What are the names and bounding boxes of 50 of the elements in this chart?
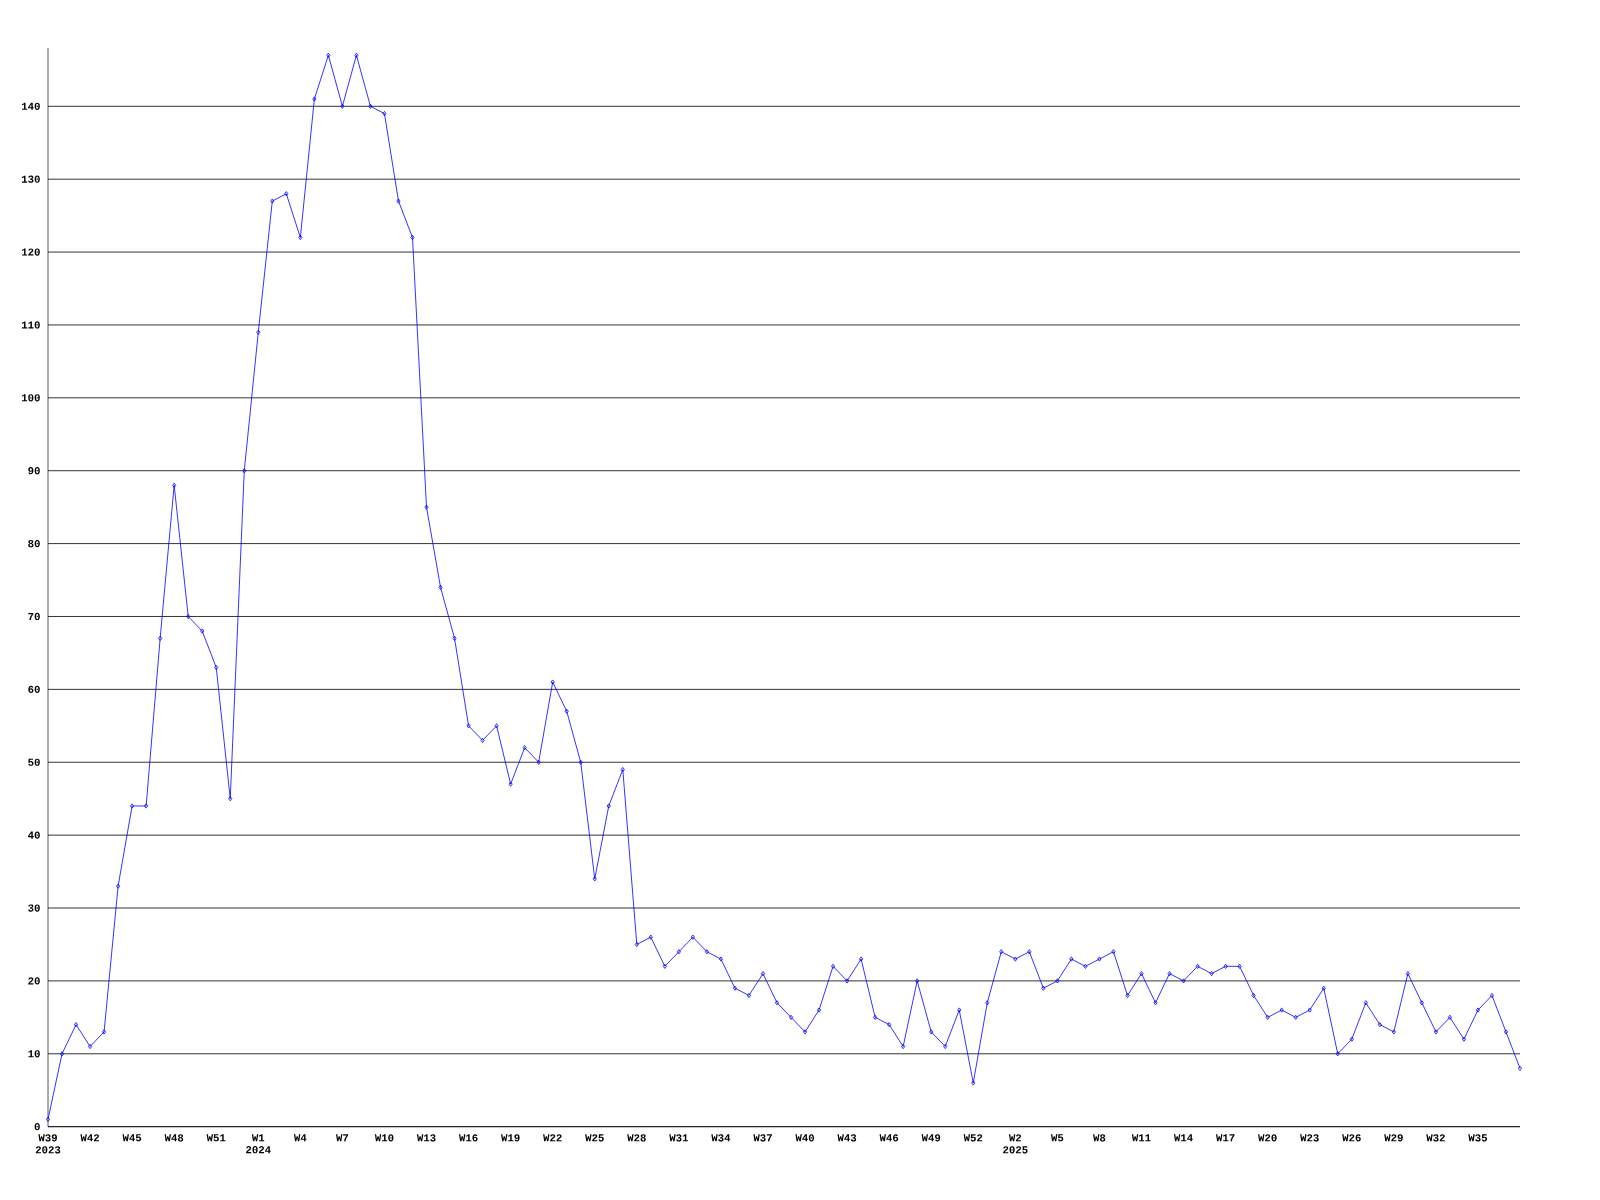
x-tick-label: W26 — [1342, 1134, 1361, 1142]
x-tick-label: W28 — [627, 1134, 646, 1142]
y-tick-label: 120 — [21, 248, 40, 256]
x-tick-label: W37 — [753, 1134, 772, 1142]
x-tick-label: W48 — [164, 1134, 184, 1142]
x-tick-label: W4 — [293, 1134, 307, 1142]
y-tick-label: 140 — [21, 102, 40, 110]
x-tick-label: W46 — [879, 1134, 899, 1142]
x-tick-label: W10 — [374, 1134, 394, 1142]
y-tick-label: 30 — [28, 904, 40, 912]
x-tick-label: W35 — [1468, 1134, 1487, 1142]
x-tick-label: W45 — [122, 1134, 142, 1142]
x-tick-label: W5 — [1050, 1134, 1064, 1142]
x-tick-label: W11 — [1131, 1134, 1151, 1142]
y-tick-label: 0 — [34, 1123, 40, 1131]
y-tick-label: 20 — [28, 977, 40, 985]
x-tick-label: W16 — [458, 1134, 478, 1142]
y-tick-label: 50 — [28, 758, 40, 766]
y-tick-label: 100 — [21, 394, 40, 402]
x-tick-label: W51 — [206, 1134, 226, 1142]
y-tick-label: 110 — [21, 321, 40, 329]
x-tick-label: W8 — [1093, 1134, 1106, 1142]
y-tick-label: 60 — [28, 685, 40, 693]
x-tick-label: W14 — [1173, 1134, 1193, 1142]
x-tick-label: W7 — [336, 1134, 349, 1142]
x-tick-label: W20 — [1258, 1134, 1277, 1142]
x-tick-label: W17 — [1216, 1134, 1235, 1142]
x-tick-label: W34 — [711, 1134, 731, 1142]
x-tick-label: W32 — [1426, 1134, 1445, 1142]
y-tick-label: 40 — [28, 831, 40, 839]
x-tick-label: W13 — [416, 1134, 436, 1142]
y-tick-label: 70 — [28, 612, 40, 621]
x-tick-label: W19 — [501, 1134, 520, 1142]
x-tick-label: W25 — [585, 1134, 604, 1142]
y-tick-label: 10 — [28, 1050, 40, 1058]
x-tick-label: W29 — [1384, 1134, 1403, 1142]
x-tick-label: W1 2024 — [246, 1134, 271, 1154]
x-tick-label: W49 — [921, 1134, 941, 1142]
x-tick-label: W23 — [1300, 1134, 1319, 1142]
y-tick-label: 80 — [28, 539, 40, 548]
x-tick-label: W39 2023 — [35, 1134, 61, 1154]
x-tick-label: W31 — [669, 1134, 688, 1142]
x-tick-label: W22 — [543, 1134, 562, 1142]
x-tick-label: W40 — [795, 1134, 815, 1142]
x-tick-label: W43 — [837, 1134, 857, 1142]
y-tick-label: 90 — [28, 467, 40, 475]
x-tick-label: W42 — [80, 1134, 100, 1142]
y-tick-label: 130 — [21, 175, 40, 183]
x-tick-label: W2 2025 — [1003, 1134, 1028, 1154]
x-tick-label: W52 — [963, 1134, 983, 1142]
